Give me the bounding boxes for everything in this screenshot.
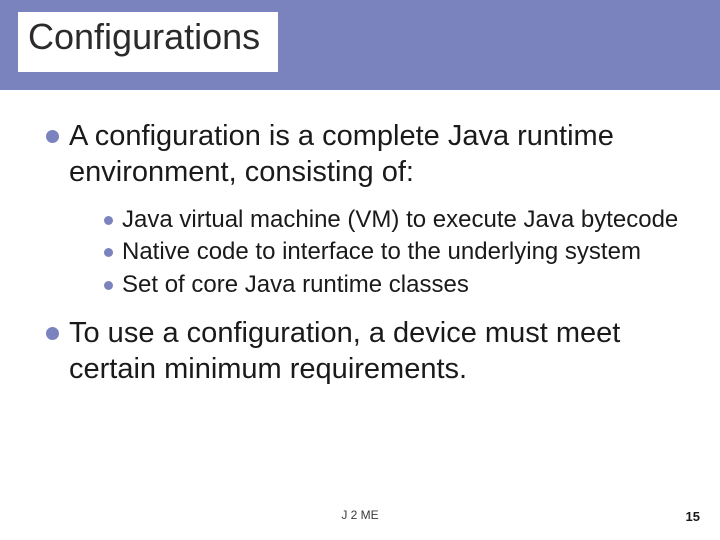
- slide-title: Configurations: [28, 16, 268, 58]
- sub-bullet-item: Native code to interface to the underlyi…: [104, 237, 680, 268]
- header-band: Configurations: [0, 0, 720, 90]
- title-underline: [18, 72, 278, 74]
- bullet-icon: [104, 248, 113, 257]
- sub-text: Native code to interface to the underlyi…: [122, 237, 641, 268]
- main-text: A configuration is a complete Java runti…: [69, 118, 680, 191]
- page-number: 15: [686, 509, 700, 524]
- sub-text: Java virtual machine (VM) to execute Jav…: [122, 205, 678, 236]
- slide-content: A configuration is a complete Java runti…: [0, 90, 720, 387]
- sub-bullet-item: Java virtual machine (VM) to execute Jav…: [104, 205, 680, 236]
- main-text: To use a configuration, a device must me…: [69, 315, 680, 388]
- main-bullet-item: To use a configuration, a device must me…: [46, 315, 680, 388]
- bullet-icon: [104, 216, 113, 225]
- bullet-icon: [46, 130, 59, 143]
- footer-label: J 2 ME: [341, 508, 378, 522]
- sub-bullet-item: Set of core Java runtime classes: [104, 270, 680, 301]
- bullet-icon: [104, 281, 113, 290]
- title-box: Configurations: [18, 12, 278, 72]
- bullet-icon: [46, 327, 59, 340]
- main-bullet-item: A configuration is a complete Java runti…: [46, 118, 680, 191]
- sub-text: Set of core Java runtime classes: [122, 270, 469, 301]
- sub-list: Java virtual machine (VM) to execute Jav…: [46, 201, 680, 301]
